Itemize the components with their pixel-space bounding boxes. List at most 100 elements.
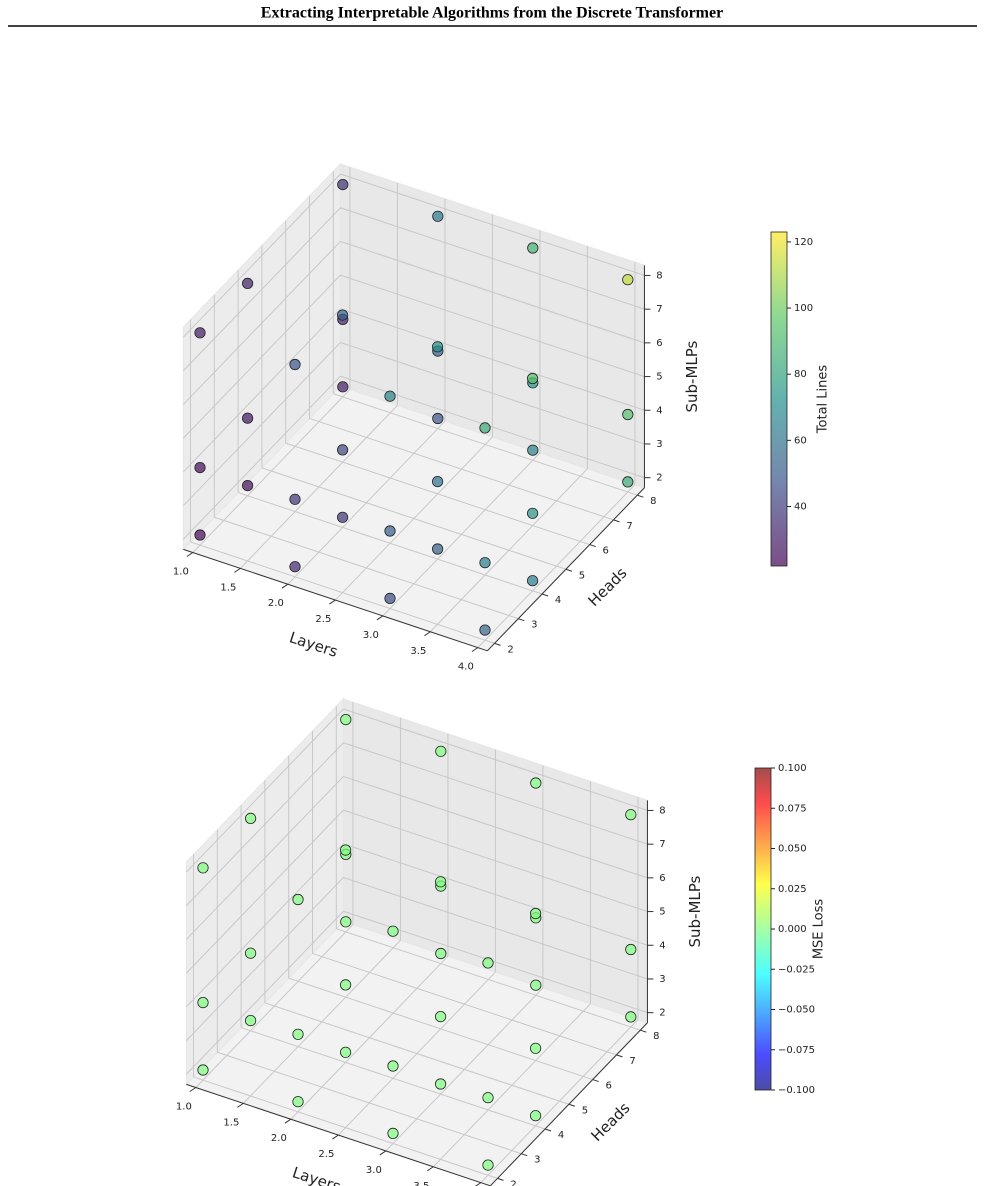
grid-line: [264, 1002, 570, 1105]
colorbar-tick-label: 0.000: [778, 924, 807, 935]
colorbar-label: Total Lines: [816, 365, 831, 435]
colorbar-tick-label: 100: [794, 303, 813, 314]
tick-mark: [237, 1102, 244, 1108]
point: [529, 907, 542, 920]
tick-label: 5: [579, 570, 585, 581]
tick-mark: [518, 618, 525, 622]
tick-label: 7: [659, 839, 665, 850]
tick-mark: [474, 1182, 482, 1186]
grid-line: [288, 977, 593, 1081]
x-axis-label: Layers: [287, 628, 340, 661]
point: [622, 476, 634, 488]
point: [339, 979, 352, 991]
point: [339, 844, 352, 856]
tick-mark: [568, 1103, 576, 1107]
scatter3d-chart: 1.01.52.02.53.03.54.023456782345678Layer…: [176, 697, 827, 1186]
grid-line: [333, 393, 638, 496]
grid-line: [340, 308, 645, 411]
tick-mark: [376, 615, 384, 621]
tick-label: 4: [659, 940, 665, 951]
point: [625, 809, 637, 821]
tick-mark: [592, 1079, 599, 1083]
tick-label: 8: [659, 805, 665, 816]
point: [625, 943, 637, 956]
tick-label: 2.0: [271, 1133, 287, 1144]
grid-line: [340, 274, 645, 378]
tick-label: 1.5: [220, 582, 236, 593]
tick-label: 2.5: [315, 614, 331, 625]
tick-label: 4.0: [458, 662, 474, 673]
point: [387, 925, 399, 937]
grid-line: [343, 775, 648, 879]
grid-line: [340, 240, 645, 344]
tick-mark: [379, 1150, 387, 1156]
grid-line: [343, 809, 648, 913]
point: [526, 575, 539, 587]
grid-line: [185, 843, 344, 1008]
tick-label: 7: [626, 521, 632, 532]
point: [336, 511, 349, 523]
point: [339, 1046, 352, 1058]
tick-label: 3.0: [366, 1165, 382, 1176]
tick-mark: [616, 1054, 623, 1058]
point: [527, 242, 539, 254]
grid-line: [182, 207, 341, 372]
tick-label: 3.5: [413, 1181, 429, 1186]
point: [242, 412, 254, 424]
paper-title: Extracting Interpretable Algorithms from…: [261, 5, 723, 22]
tick-label: 8: [656, 270, 662, 281]
grid-line: [309, 417, 614, 521]
point: [292, 1028, 304, 1040]
point: [194, 529, 206, 541]
tick-label: 5: [582, 1105, 588, 1116]
point: [530, 979, 542, 991]
tick-mark: [637, 494, 644, 498]
point: [529, 1042, 542, 1054]
colorbar-tick-label: −0.025: [778, 964, 815, 975]
colorbar-tick-label: 40: [794, 501, 807, 512]
point: [197, 1064, 209, 1076]
colorbar-tick-label: 0.075: [778, 803, 807, 814]
point: [434, 1078, 447, 1090]
tick-label: 6: [606, 1081, 612, 1092]
point: [289, 493, 301, 505]
tick-label: 3.5: [410, 646, 426, 657]
grid-line: [343, 742, 648, 845]
point: [625, 1011, 637, 1023]
x-axis-line: [186, 1083, 491, 1186]
grid-line: [240, 1027, 546, 1130]
point: [387, 1060, 399, 1072]
grid-line: [185, 742, 344, 907]
tick-mark: [640, 1029, 647, 1033]
point: [384, 525, 396, 537]
tick-label: 5: [656, 372, 662, 383]
tick-mark: [186, 552, 194, 557]
z-axis-label: Sub-MLPs: [686, 875, 704, 947]
grid-line: [217, 1051, 522, 1155]
tick-mark: [494, 642, 501, 646]
tick-mark: [281, 583, 289, 589]
point: [197, 996, 209, 1009]
x-axis-line: [183, 548, 488, 652]
tick-label: 3.0: [363, 630, 379, 641]
tick-mark: [329, 599, 336, 605]
point: [431, 341, 444, 353]
tick-mark: [497, 1177, 504, 1181]
point: [482, 1092, 494, 1104]
point: [384, 390, 396, 402]
point: [482, 1159, 494, 1171]
point: [194, 461, 206, 474]
tick-label: 6: [656, 338, 662, 349]
grid-line: [340, 173, 645, 276]
tick-label: 2: [507, 644, 513, 655]
point: [526, 507, 539, 519]
tick-label: 2: [656, 473, 662, 484]
point: [479, 624, 491, 636]
grid-line: [182, 173, 341, 338]
tick-mark: [541, 593, 549, 597]
scatter3d-chart: 1.01.52.02.53.03.54.023456782345678Layer…: [173, 162, 831, 673]
point: [242, 479, 254, 492]
tick-label: 2.0: [268, 598, 284, 609]
grid-line: [214, 516, 519, 620]
